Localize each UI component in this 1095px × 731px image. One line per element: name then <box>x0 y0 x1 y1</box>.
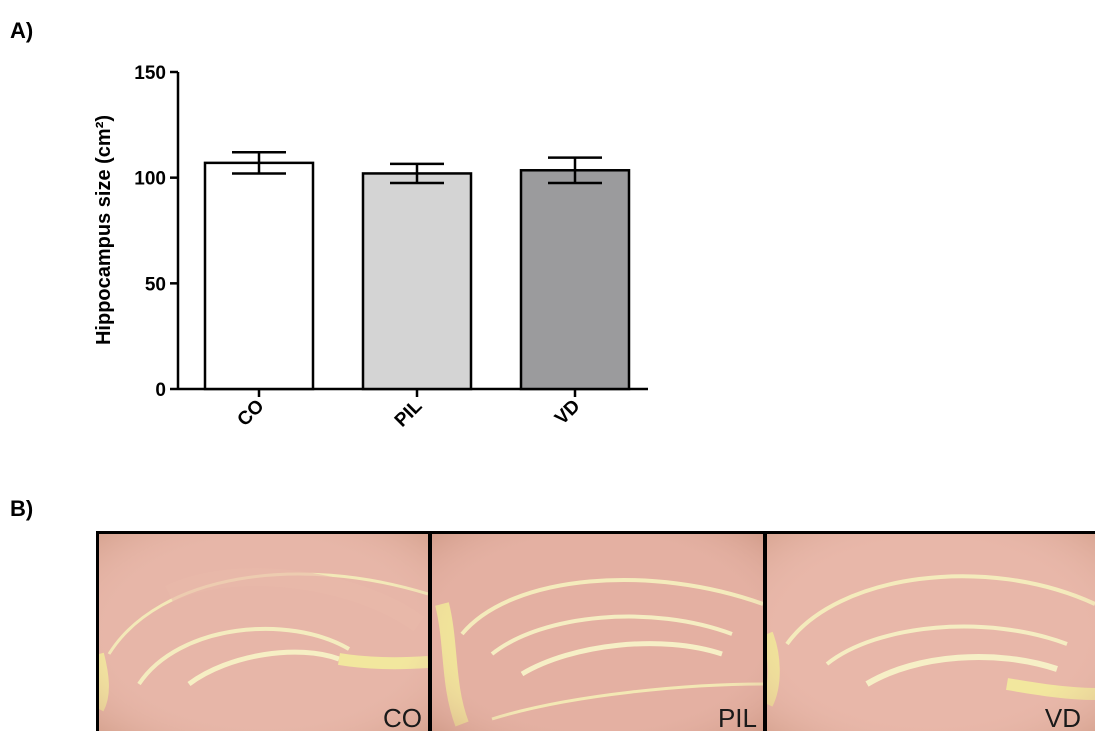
hippocampus-image-pil <box>432 534 763 731</box>
bar-chart: 0 50 100 150 CO PIL VD Hippocampus size (cm²) <box>93 63 648 431</box>
y-tick-label: 0 <box>155 380 166 401</box>
x-tick-label-pil: PIL <box>391 395 427 431</box>
micrograph-vd: VD <box>767 534 1095 731</box>
x-tick-label-co: CO <box>234 396 269 431</box>
hippocampus-image-co <box>99 534 428 731</box>
hippocampus-image-vd <box>767 534 1095 731</box>
y-tick-label: 100 <box>134 169 166 190</box>
micrograph-co: CO <box>99 534 428 731</box>
y-tick-label: 50 <box>145 274 166 295</box>
micrograph-strip: CO PIL <box>96 531 1095 731</box>
micrograph-label-pil: PIL <box>717 703 757 731</box>
chart-bars <box>203 161 631 391</box>
y-tick-label: 150 <box>134 63 166 84</box>
panel-b-label: B) <box>10 496 34 521</box>
chart-error-bars <box>232 151 602 185</box>
bar-vd <box>519 169 631 391</box>
y-axis-label: Hippocampus size (cm²) <box>93 115 115 345</box>
panel-a-label: A) <box>10 18 34 43</box>
x-tick-label-vd: VD <box>551 396 585 430</box>
micrograph-label-co: CO <box>383 703 422 731</box>
micrograph-label-vd: VD <box>1044 703 1081 731</box>
bar-co <box>203 161 315 391</box>
bar-pil <box>361 172 473 391</box>
micrograph-pil: PIL <box>432 534 763 731</box>
